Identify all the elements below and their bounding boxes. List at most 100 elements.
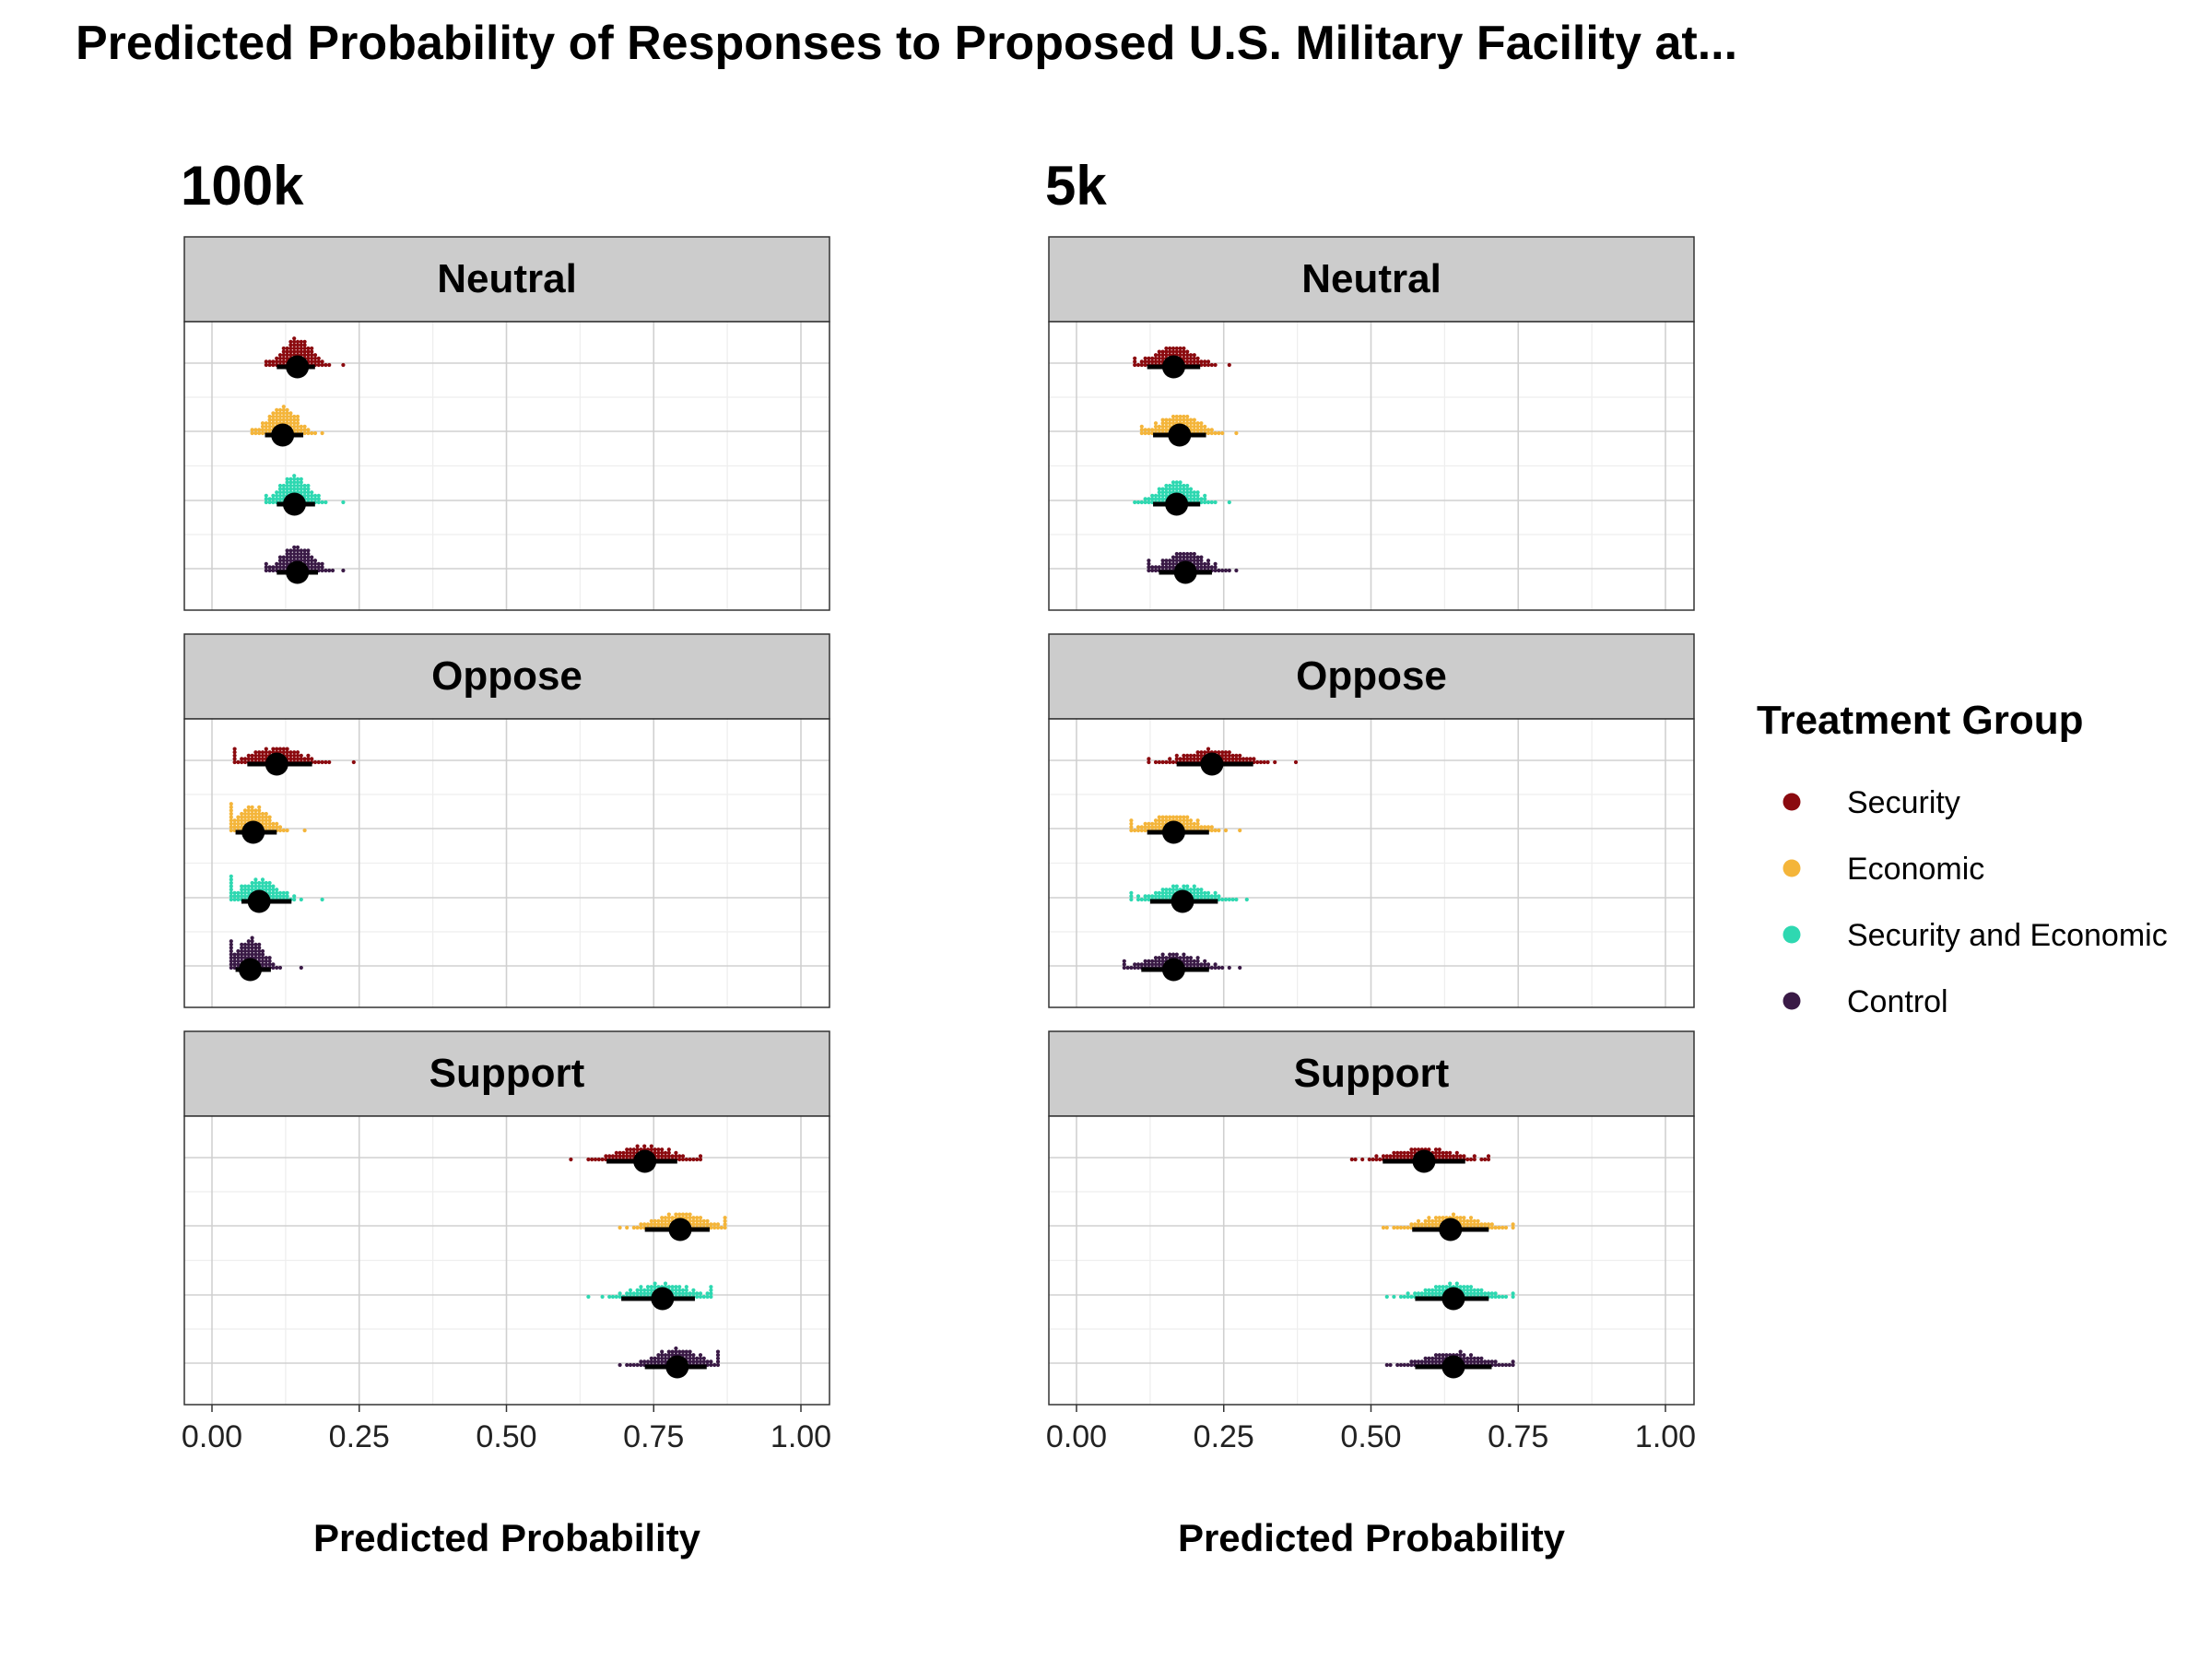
point-estimate xyxy=(239,958,263,982)
quantile-dot xyxy=(674,1288,678,1292)
quantile-dot xyxy=(1472,1288,1477,1292)
quantile-dot xyxy=(1209,825,1214,830)
legend-swatch xyxy=(1783,793,1801,811)
quantile-dot xyxy=(677,1212,682,1217)
quantile-dot xyxy=(1185,418,1190,422)
quantile-dot xyxy=(281,747,286,751)
quantile-dot xyxy=(271,565,276,570)
quantile-dot xyxy=(1157,497,1161,501)
facet-strip-label: Oppose xyxy=(431,653,582,699)
quantile-dot xyxy=(271,884,276,888)
quantile-dot xyxy=(292,474,297,478)
quantile-dot xyxy=(295,339,300,344)
quantile-dot xyxy=(635,1362,640,1368)
quantile-dot xyxy=(264,362,268,368)
quantile-dot xyxy=(666,1349,671,1354)
quantile-dot xyxy=(306,483,311,488)
quantile-dot xyxy=(1409,1147,1414,1152)
quantile-dot xyxy=(312,759,318,765)
quantile-dot xyxy=(1468,1222,1474,1227)
quantile-dot xyxy=(1203,500,1207,505)
quantile-dot xyxy=(1174,757,1179,761)
quantile-dot xyxy=(1416,1291,1421,1296)
quantile-dot xyxy=(1188,959,1194,963)
quantile-dot xyxy=(1203,962,1207,967)
quantile-dot xyxy=(1209,565,1214,570)
quantile-dot xyxy=(709,1288,713,1292)
quantile-dot xyxy=(1160,493,1165,498)
quantile-dot xyxy=(1423,1356,1428,1360)
quantile-dot xyxy=(1185,959,1190,963)
quantile-dot xyxy=(236,759,241,765)
quantile-dot xyxy=(1483,1291,1488,1296)
quantile-dot xyxy=(1171,418,1176,422)
quantile-dot xyxy=(275,356,279,360)
quantile-dot xyxy=(1234,753,1239,758)
quantile-dot xyxy=(302,339,307,344)
quantile-dot xyxy=(285,346,289,351)
quantile-dot xyxy=(302,490,307,495)
quantile-dot xyxy=(1160,561,1165,566)
quantile-dot xyxy=(680,1154,686,1159)
quantile-dot xyxy=(288,421,293,426)
quantile-dot xyxy=(1168,561,1172,566)
quantile-dot xyxy=(705,1294,710,1300)
quantile-dot xyxy=(1406,1294,1410,1300)
quantile-dot xyxy=(1168,888,1172,892)
quantile-dot xyxy=(281,559,286,563)
quantile-dot xyxy=(277,407,283,412)
quantile-dot xyxy=(306,757,311,761)
quantile-dot xyxy=(271,747,276,751)
quantile-dot xyxy=(1122,962,1126,967)
quantile-dot xyxy=(1178,487,1182,491)
quantile-dot xyxy=(295,343,300,347)
quantile-dot xyxy=(1409,1222,1414,1227)
quantile-dot xyxy=(246,952,251,957)
quantile-dot xyxy=(1192,490,1196,495)
quantile-dot xyxy=(277,828,283,833)
quantile-dot xyxy=(653,1359,657,1364)
quantile-dot xyxy=(1188,888,1194,892)
panel-border xyxy=(183,718,830,1008)
quantile-dot xyxy=(1427,1288,1431,1292)
facet-panel-5k-support: Support xyxy=(1048,1030,1695,1406)
quantile-dot xyxy=(271,825,276,830)
quantile-dot xyxy=(1209,428,1214,432)
quantile-dot xyxy=(1206,962,1211,967)
quantile-dot xyxy=(1171,888,1176,892)
quantile-dot xyxy=(316,497,321,501)
quantile-dot xyxy=(701,1359,706,1364)
quantile-dot xyxy=(639,1288,643,1292)
quantile-dot xyxy=(1402,1150,1406,1155)
quantile-dot xyxy=(299,551,303,557)
quantile-dot xyxy=(1262,759,1266,765)
quantile-dot xyxy=(299,897,303,902)
quantile-dot xyxy=(320,897,324,902)
quantile-dot xyxy=(621,1150,626,1155)
quantile-dot xyxy=(1223,828,1229,833)
quantile-dot xyxy=(1227,568,1231,573)
quantile-dot xyxy=(1472,1154,1477,1159)
quantile-dot xyxy=(281,561,286,566)
quantile-dot xyxy=(1476,1288,1480,1292)
x-tick-label: 1.00 xyxy=(771,1419,831,1454)
quantile-dot xyxy=(625,1291,629,1296)
quantile-dot xyxy=(232,956,237,960)
quantile-dot xyxy=(701,1294,706,1300)
quantile-dot xyxy=(1192,559,1196,563)
quantile-dot xyxy=(281,411,286,416)
quantile-dot xyxy=(1213,828,1218,833)
quantile-dot xyxy=(1182,821,1186,826)
quantile-dot xyxy=(275,421,279,426)
quantile-dot xyxy=(1143,825,1147,830)
quantile-dot xyxy=(660,1147,665,1152)
quantile-dot xyxy=(1244,757,1249,761)
quantile-dot xyxy=(257,753,262,758)
quantile-dot xyxy=(1153,353,1159,358)
quantile-dot xyxy=(1182,959,1186,963)
quantile-dot xyxy=(292,750,297,755)
x-tick-label: 0.00 xyxy=(1046,1419,1107,1454)
quantile-dot xyxy=(292,894,297,899)
quantile-dot xyxy=(1164,559,1169,563)
